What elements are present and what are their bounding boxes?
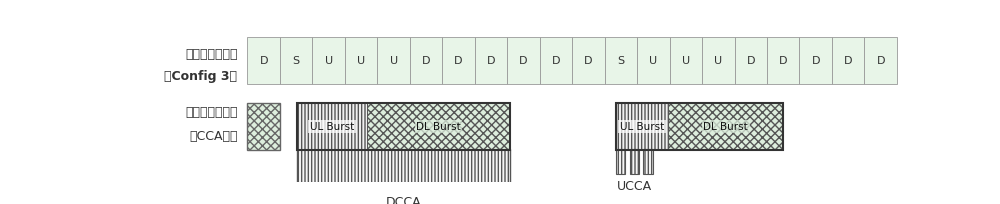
- Bar: [410, 37, 442, 84]
- Text: D: D: [811, 56, 820, 66]
- Bar: [605, 37, 637, 84]
- Bar: [637, 37, 670, 84]
- Bar: [247, 37, 280, 84]
- Bar: [572, 37, 605, 84]
- Text: UL Burst: UL Burst: [310, 122, 354, 132]
- Text: DL Burst: DL Burst: [416, 122, 461, 132]
- Text: D: D: [259, 56, 268, 66]
- Text: U: U: [390, 56, 398, 66]
- Bar: [540, 37, 572, 84]
- Bar: [616, 149, 625, 174]
- Bar: [767, 37, 799, 84]
- Bar: [475, 37, 507, 84]
- Text: D: D: [519, 56, 528, 66]
- Bar: [247, 103, 280, 150]
- Text: U: U: [714, 56, 722, 66]
- Text: D: D: [779, 56, 787, 66]
- Bar: [377, 37, 410, 84]
- Text: D: D: [584, 56, 593, 66]
- Text: D: D: [844, 56, 852, 66]
- Bar: [507, 37, 540, 84]
- Bar: [616, 103, 668, 150]
- Bar: [280, 37, 312, 84]
- Bar: [616, 103, 783, 150]
- Bar: [702, 37, 735, 84]
- Bar: [312, 37, 345, 84]
- Bar: [297, 103, 510, 150]
- Text: U: U: [325, 56, 333, 66]
- Text: DCCA: DCCA: [386, 196, 421, 204]
- Bar: [735, 37, 767, 84]
- Text: UL Burst: UL Burst: [620, 122, 664, 132]
- Bar: [630, 149, 639, 174]
- Text: S: S: [293, 56, 300, 66]
- Text: U: U: [357, 56, 365, 66]
- Bar: [297, 103, 367, 150]
- Text: 上下行子帧配置: 上下行子帧配置: [185, 48, 237, 61]
- Bar: [345, 37, 377, 84]
- Text: （Config 3）: （Config 3）: [164, 70, 237, 83]
- Bar: [367, 103, 510, 150]
- Bar: [670, 37, 702, 84]
- Bar: [864, 37, 897, 84]
- Text: D: D: [747, 56, 755, 66]
- Bar: [643, 149, 653, 174]
- Bar: [832, 37, 864, 84]
- Text: D: D: [876, 56, 885, 66]
- Text: 及CCA时隙: 及CCA时隙: [189, 130, 237, 143]
- Text: D: D: [422, 56, 430, 66]
- Bar: [297, 149, 510, 189]
- Text: U: U: [682, 56, 690, 66]
- Text: S: S: [617, 56, 624, 66]
- Text: D: D: [552, 56, 560, 66]
- Text: DL Burst: DL Burst: [703, 122, 748, 132]
- Bar: [442, 37, 475, 84]
- Bar: [668, 103, 783, 150]
- Text: U: U: [649, 56, 657, 66]
- Text: UCCA: UCCA: [617, 180, 652, 193]
- Text: 上下行突发结构: 上下行突发结构: [185, 106, 237, 119]
- Text: D: D: [487, 56, 495, 66]
- Text: D: D: [454, 56, 463, 66]
- Bar: [799, 37, 832, 84]
